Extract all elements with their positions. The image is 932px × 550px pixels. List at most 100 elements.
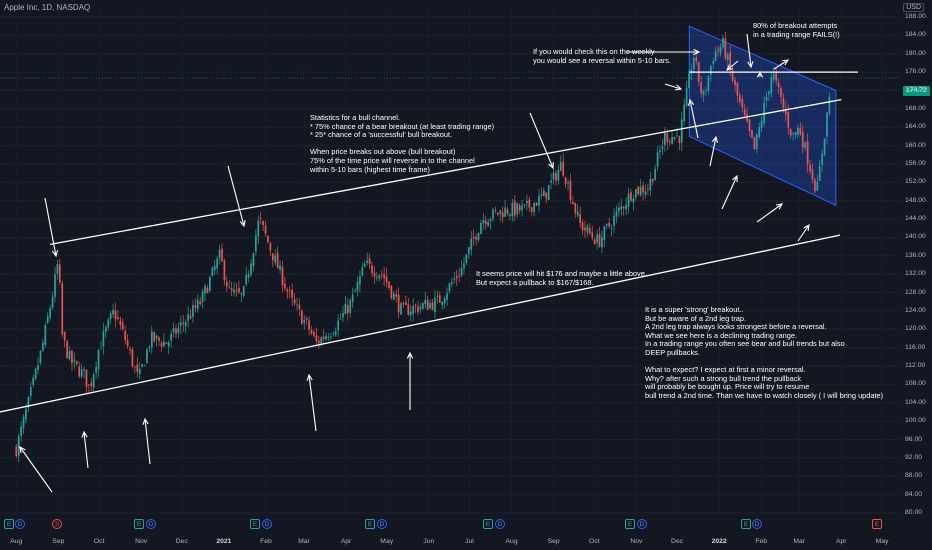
y-tick-label: 100.00 <box>905 417 926 425</box>
candle-body <box>368 258 371 264</box>
candle-body <box>492 209 494 219</box>
dividend-marker[interactable]: D <box>15 519 25 529</box>
candle-body <box>49 307 52 318</box>
arrow-head <box>406 351 414 359</box>
candle-body <box>129 348 131 351</box>
candle-body <box>453 278 456 281</box>
annotation-weekly: If you would check this on the weekly yo… <box>533 47 672 65</box>
candle-body <box>601 237 603 248</box>
annotation-arrow <box>726 60 739 71</box>
candle-body <box>722 37 724 48</box>
candle-body <box>545 192 548 199</box>
candle-body <box>25 409 27 420</box>
annotation-arrow <box>746 33 752 68</box>
candle-body <box>758 127 761 138</box>
candle-body <box>271 253 274 261</box>
candle-body <box>521 205 523 210</box>
candle-body <box>17 436 20 456</box>
dividend-marker[interactable]: D <box>262 519 272 529</box>
candle-body <box>201 291 204 303</box>
candle-body <box>598 234 601 247</box>
candle-body <box>146 349 148 363</box>
dividend-marker[interactable]: D <box>377 519 387 529</box>
dividend-marker[interactable]: D <box>495 519 505 529</box>
candle-body <box>158 337 160 341</box>
arrow-head <box>732 174 738 183</box>
candle-body <box>765 96 768 101</box>
earnings-marker[interactable]: E <box>741 519 751 529</box>
candle-body <box>54 274 56 297</box>
candle-body <box>284 283 286 289</box>
arrow-head <box>747 61 754 69</box>
split-marker[interactable]: S <box>52 519 62 529</box>
candle-body <box>204 285 206 294</box>
candle-body <box>789 129 792 136</box>
earnings-marker[interactable]: E <box>250 519 260 529</box>
candle-body <box>540 194 543 196</box>
candle-body <box>361 267 364 276</box>
candle-body <box>806 141 809 165</box>
candle-body <box>223 260 226 281</box>
candle-body <box>313 331 315 336</box>
annotation-arrow <box>773 59 789 70</box>
x-tick-label: Sep <box>52 538 65 545</box>
earnings-marker[interactable]: E <box>483 519 493 529</box>
earnings-marker[interactable]: E <box>134 519 144 529</box>
earnings-marker[interactable]: E <box>365 519 375 529</box>
candle-body <box>586 225 589 233</box>
candle-body <box>472 236 475 239</box>
candle-body <box>656 152 659 167</box>
candle-body <box>247 274 250 278</box>
y-tick-label: 184.00 <box>905 31 926 39</box>
candle-body <box>726 54 729 60</box>
candle-body <box>136 364 139 372</box>
y-tick-label: 144.00 <box>905 215 926 223</box>
annotation-arrow <box>83 431 89 469</box>
candle-body <box>402 303 405 305</box>
x-tick-label: 2022 <box>711 538 727 545</box>
arrow-head <box>693 48 701 56</box>
candle-body <box>816 181 819 191</box>
candle-body <box>366 260 369 263</box>
candle-body <box>637 186 640 195</box>
candle-body <box>760 120 763 128</box>
candle-body <box>627 193 630 207</box>
channel-lines <box>0 71 900 413</box>
earnings-marker[interactable]: E <box>872 519 882 529</box>
candle-body <box>644 191 647 195</box>
candle-body <box>255 235 257 252</box>
candle-body <box>29 387 32 396</box>
candle-body <box>487 221 490 227</box>
candle-body <box>618 207 620 212</box>
candle-body <box>303 320 306 323</box>
candle-body <box>651 178 654 182</box>
candle-body <box>562 161 565 176</box>
candle-body <box>68 351 71 360</box>
currency-label[interactable]: USD <box>903 3 924 12</box>
candle-body <box>170 333 173 341</box>
earnings-marker[interactable]: E <box>4 519 14 529</box>
candle-body <box>823 138 826 155</box>
earnings-marker[interactable]: E <box>625 519 635 529</box>
annotation-bull-channel-stats: Statistics for a bull channel. * 75% cha… <box>310 113 495 174</box>
candle-body <box>555 173 557 181</box>
dividend-marker[interactable]: D <box>752 519 762 529</box>
candle-body <box>114 310 117 320</box>
candle-body <box>252 253 255 266</box>
candle-body <box>75 360 78 364</box>
candle-body <box>775 72 778 81</box>
y-tick-label: 84.00 <box>905 490 923 498</box>
candle-body <box>150 331 153 348</box>
candle-body <box>412 305 415 314</box>
annotation-arrow <box>308 374 317 432</box>
y-tick-label: 168.00 <box>905 104 926 112</box>
candle-body <box>690 69 693 74</box>
candle-body <box>666 132 669 143</box>
arrow-head <box>306 373 313 381</box>
dividend-marker[interactable]: D <box>637 519 647 529</box>
y-tick-label: 96.00 <box>905 435 923 443</box>
candle-body <box>591 232 594 238</box>
annotation-arrow <box>144 418 151 465</box>
dividend-marker[interactable]: D <box>146 519 156 529</box>
